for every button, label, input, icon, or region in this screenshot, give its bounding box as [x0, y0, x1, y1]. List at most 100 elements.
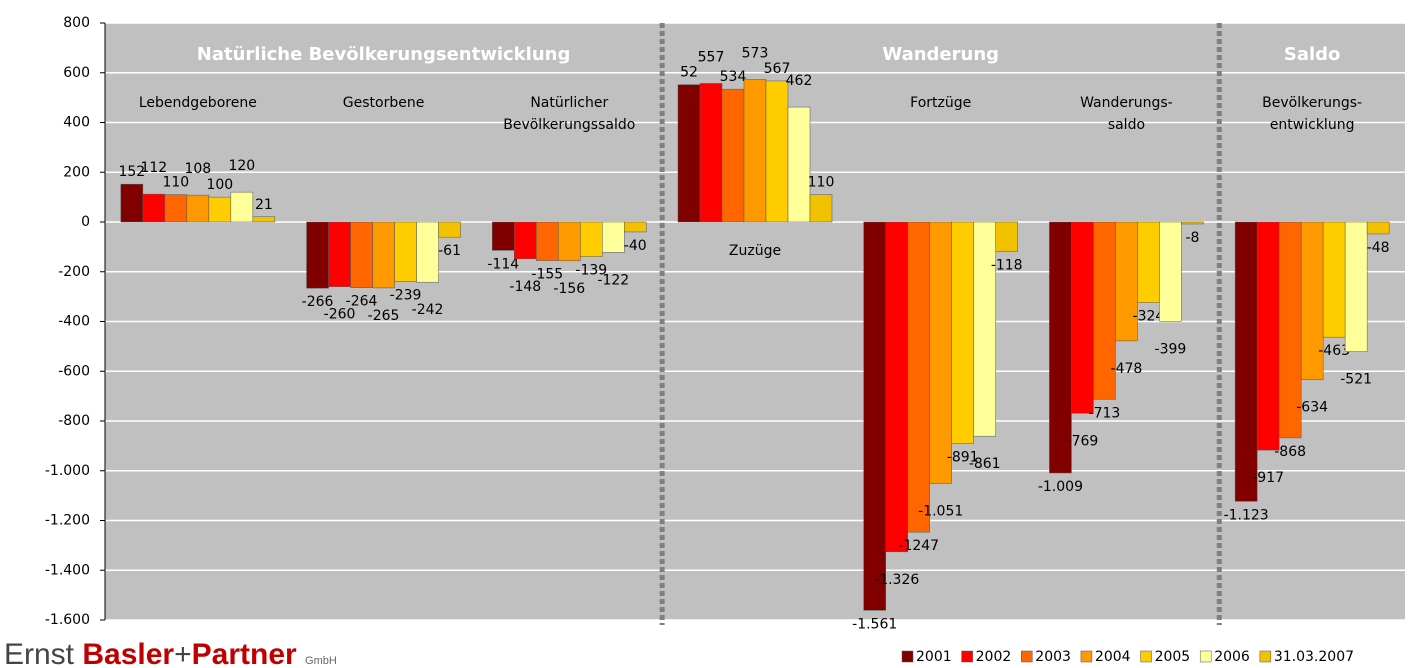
value-label: -48: [1367, 240, 1390, 256]
y-tick-label: -600: [58, 363, 90, 379]
bar: [306, 221, 329, 289]
bar: [951, 221, 974, 444]
value-label: -156: [553, 281, 585, 297]
legend-swatch: [1259, 650, 1272, 663]
value-label: -1.561: [852, 616, 897, 632]
value-label: -917: [1252, 470, 1284, 486]
value-label: 462: [786, 73, 813, 89]
legend-swatch: [1140, 650, 1152, 663]
bar: [787, 106, 811, 223]
bar: [416, 221, 439, 283]
bar: [1344, 221, 1368, 352]
value-label: -155: [531, 267, 563, 283]
legend-label: 2001: [916, 649, 952, 665]
value-label: -1.009: [1038, 479, 1083, 495]
bar: [558, 221, 581, 262]
bar: [677, 84, 701, 223]
value-label: 112: [140, 160, 167, 176]
value-label: -40: [624, 238, 647, 254]
category-label: Wanderungs- saldo: [1080, 95, 1173, 133]
value-label: 120: [228, 158, 255, 174]
legend-label: 2006: [1214, 649, 1250, 665]
value-label: -399: [1155, 341, 1187, 357]
legend-swatch: [1021, 650, 1033, 663]
legend-label: 31.03.2007: [1274, 649, 1354, 665]
y-tick-label: -1.600: [45, 612, 90, 628]
value-label: 110: [808, 175, 835, 191]
value-label: -713: [1089, 405, 1121, 421]
value-label: -264: [346, 294, 378, 310]
value-label: -260: [324, 307, 356, 323]
bar: [602, 221, 625, 253]
value-label: -1.326: [874, 572, 919, 588]
value-label: 152: [118, 164, 145, 180]
value-label: -324: [1133, 309, 1165, 325]
bar: [252, 216, 276, 223]
bar: [1181, 221, 1204, 225]
bar: [1234, 221, 1258, 502]
bar: [995, 221, 1018, 252]
value-label: -266: [302, 294, 334, 310]
bar: [1137, 221, 1160, 303]
value-label: 108: [184, 161, 211, 177]
value-label: -61: [438, 243, 461, 259]
value-label: -769: [1067, 433, 1099, 449]
legend-label: 2003: [1035, 649, 1071, 665]
legend-swatch: [1199, 650, 1212, 663]
legend-label: 2004: [1095, 649, 1131, 665]
value-label: -1247: [898, 538, 939, 554]
section-title: Natürliche Bevölkerungsentwicklung: [196, 44, 571, 65]
y-tick-label: -1.400: [45, 562, 90, 578]
logo-text: +: [174, 638, 192, 668]
value-label: 573: [742, 45, 769, 61]
value-label: -139: [575, 263, 607, 279]
logo-text: Partner: [191, 638, 297, 668]
bar: [230, 191, 254, 223]
value-label: -463: [1318, 343, 1350, 359]
category-label: Lebendgeborene: [138, 95, 257, 111]
bar: [765, 80, 789, 223]
category-label: Zuzüge: [728, 243, 782, 259]
value-label: 52: [680, 65, 698, 81]
bar: [372, 221, 395, 289]
value-label: -122: [597, 272, 629, 288]
value-label: -868: [1274, 444, 1306, 460]
bar: [1159, 221, 1182, 322]
bar: [1366, 221, 1390, 235]
legend-label: 2005: [1155, 649, 1191, 665]
bar: [743, 79, 767, 223]
category-label: Natürlicher Bevölkerungssaldo: [503, 95, 636, 133]
logo-text: Basler: [82, 638, 175, 668]
bar: [863, 221, 886, 611]
value-label: -521: [1340, 372, 1372, 388]
value-label: -891: [947, 450, 979, 466]
category-label: Fortzüge: [910, 95, 972, 111]
value-label: -148: [509, 279, 541, 295]
bar: [186, 194, 210, 223]
value-label: 21: [255, 197, 273, 213]
y-tick-label: 600: [63, 65, 90, 81]
logo-text: Ernst: [4, 638, 75, 668]
value-label: 110: [162, 175, 189, 191]
value-label: -1.123: [1224, 507, 1269, 523]
y-tick-label: -400: [58, 314, 90, 330]
bar: [885, 221, 908, 553]
bar: [1256, 221, 1280, 451]
bar: [624, 221, 647, 233]
bar: [809, 194, 833, 223]
bar: [208, 196, 232, 223]
value-label: 567: [764, 61, 791, 77]
bar: [394, 221, 417, 282]
logo-text: GmbH: [305, 655, 337, 667]
y-tick-label: -200: [58, 264, 90, 280]
bar: [1322, 221, 1346, 338]
value-label: 557: [698, 49, 725, 65]
value-label: -242: [412, 302, 444, 318]
y-tick-label: -1.000: [45, 463, 90, 479]
legend-swatch: [1080, 650, 1093, 663]
section-title: Saldo: [1283, 44, 1341, 65]
bar: [536, 221, 559, 261]
logo: Ernst Basler+Partner GmbH: [4, 638, 337, 668]
